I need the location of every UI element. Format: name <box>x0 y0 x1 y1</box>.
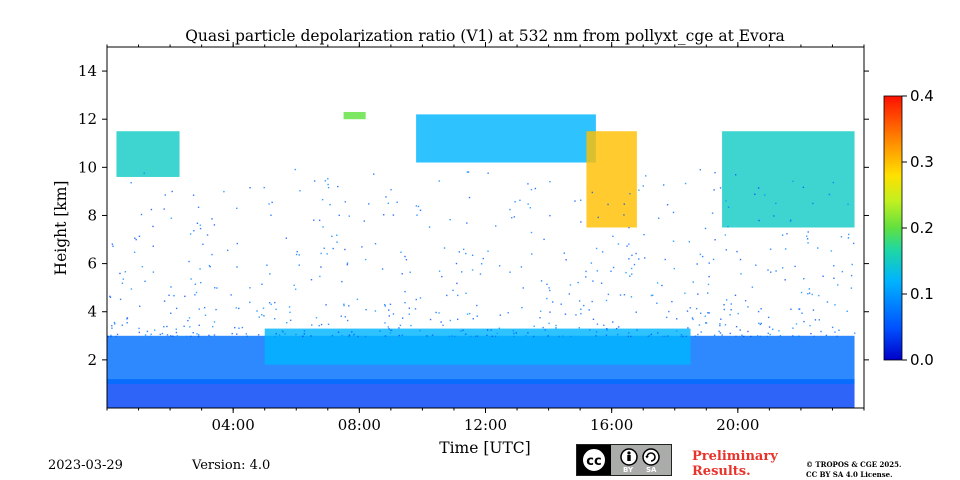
preliminary-line-1: Preliminary <box>692 449 778 464</box>
colorbar <box>883 95 903 361</box>
y-tick-label: 10 <box>78 158 97 176</box>
cc-license-badge: cc BY SA <box>576 444 672 476</box>
by-icon <box>620 448 638 466</box>
by-label: BY <box>623 466 634 474</box>
plot-area <box>107 111 855 408</box>
y-tick-label: 4 <box>87 303 97 321</box>
x-tick-label: 12:00 <box>464 416 507 434</box>
date-label: 2023-03-29 <box>48 458 123 473</box>
y-tick-label: 6 <box>87 255 97 273</box>
x-tick-label: 20:00 <box>716 416 759 434</box>
x-tick-label: 08:00 <box>338 416 381 434</box>
depol-feature-7 <box>722 131 855 228</box>
colorbar-tick-label: 0.4 <box>910 87 934 105</box>
x-axis-label: Time [UTC] <box>439 439 530 457</box>
cc-icon: cc <box>581 447 607 473</box>
depol-feature-3 <box>116 131 180 177</box>
y-tick-label: 8 <box>87 206 97 224</box>
cc-icon-text: cc <box>586 454 601 469</box>
y-tick-label: 2 <box>87 351 97 369</box>
y-axis: 2 4 6 8 10 12 14 <box>78 62 869 369</box>
depol-feature-6 <box>586 131 637 228</box>
colorbar-axis: 0.0 0.1 0.2 0.3 0.4 <box>902 87 934 369</box>
preliminary-line-2: Results. <box>692 464 751 479</box>
version-label: Version: 4.0 <box>192 458 271 473</box>
x-axis: 04:00 08:00 12:00 16:00 20:00 <box>106 42 865 434</box>
y-axis-label: Height [km] <box>52 181 70 276</box>
copyright-line-2: CC BY SA 4.0 License. <box>806 470 893 479</box>
depol-feature-5 <box>416 114 596 163</box>
noise-layer <box>107 168 856 338</box>
sa-icon <box>642 448 660 466</box>
y-tick-label: 12 <box>78 110 97 128</box>
preliminary-notice: Preliminary Results. <box>692 449 778 479</box>
chart-title: Quasi particle depolarization ratio (V1)… <box>185 27 785 45</box>
x-tick-label: 04:00 <box>212 416 255 434</box>
sa-label: SA <box>646 466 657 474</box>
colorbar-tick-label: 0.3 <box>910 153 934 171</box>
colorbar-tick-label: 0.2 <box>910 219 934 237</box>
colorbar-tick-label: 0.1 <box>910 285 934 303</box>
x-tick-label: 16:00 <box>590 416 633 434</box>
depol-feature-2 <box>264 328 691 365</box>
y-tick-label: 14 <box>78 62 97 80</box>
depol-feature-4 <box>343 111 366 120</box>
copyright-notice: © TROPOS & CGE 2025. CC BY SA 4.0 Licens… <box>806 460 901 480</box>
copyright-line-1: © TROPOS & CGE 2025. <box>806 460 902 469</box>
colorbar-tick-label: 0.0 <box>910 351 934 369</box>
